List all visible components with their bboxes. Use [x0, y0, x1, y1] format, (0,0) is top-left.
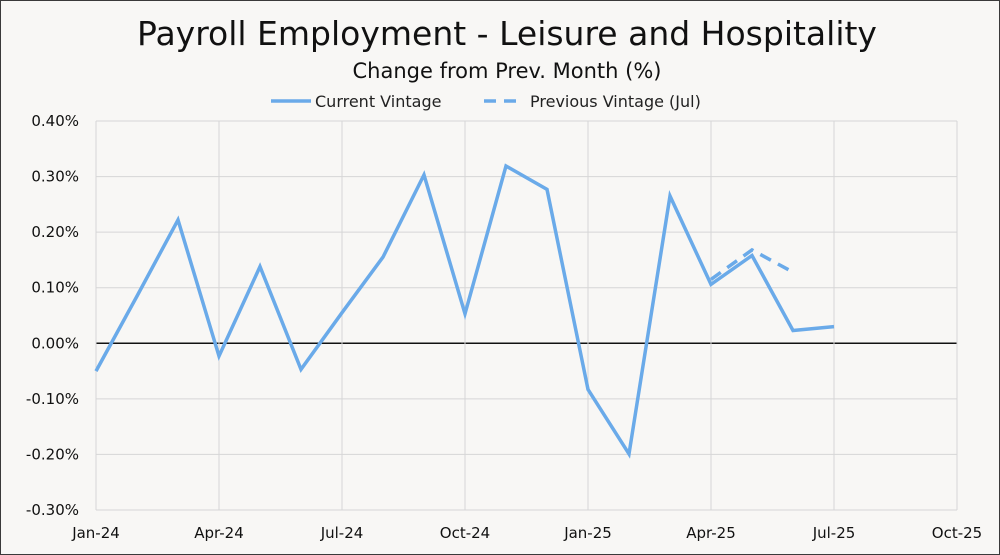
- y-axis-ticks: 0.40% 0.30% 0.20% 0.10% 0.00% -0.10% -0.20% -0.…: [26, 112, 79, 519]
- data-series: [94, 163, 835, 459]
- legend-label-previous: Previous Vintage (Jul): [530, 92, 701, 111]
- x-tick-label: Jan-24: [71, 524, 120, 542]
- x-tick-label: Jan-25: [563, 524, 612, 542]
- x-tick-label: Oct-24: [440, 524, 490, 542]
- y-tick-label: -0.30%: [26, 501, 79, 519]
- x-axis-ticks: Jan-24 Apr-24 Jul-24 Oct-24 Jan-25 Apr-25 Jul-…: [71, 524, 982, 542]
- series-line-previous-vintage: [709, 247, 794, 281]
- x-tick-label: Apr-24: [194, 524, 244, 542]
- x-tick-label: Oct-25: [932, 524, 982, 542]
- y-tick-label: -0.20%: [26, 445, 79, 463]
- chart-subtitle: Change from Prev. Month (%): [353, 59, 662, 83]
- chart-title: Payroll Employment - Leisure and Hospita…: [137, 14, 877, 53]
- y-tick-label: 0.40%: [31, 112, 79, 130]
- x-tick-label: Jul-24: [320, 524, 364, 542]
- gridlines: [95, 120, 958, 511]
- y-tick-label: -0.10%: [26, 390, 79, 408]
- y-tick-label: 0.30%: [31, 168, 79, 186]
- y-tick-label: 0.20%: [31, 223, 79, 241]
- y-tick-label: 0.00%: [31, 334, 79, 352]
- legend: Current Vintage Previous Vintage (Jul): [271, 92, 701, 111]
- x-tick-label: Apr-25: [686, 524, 736, 542]
- legend-label-current: Current Vintage: [315, 92, 441, 111]
- y-tick-label: 0.10%: [31, 279, 79, 297]
- x-tick-label: Jul-25: [812, 524, 856, 542]
- series-line-current-vintage: [94, 163, 835, 459]
